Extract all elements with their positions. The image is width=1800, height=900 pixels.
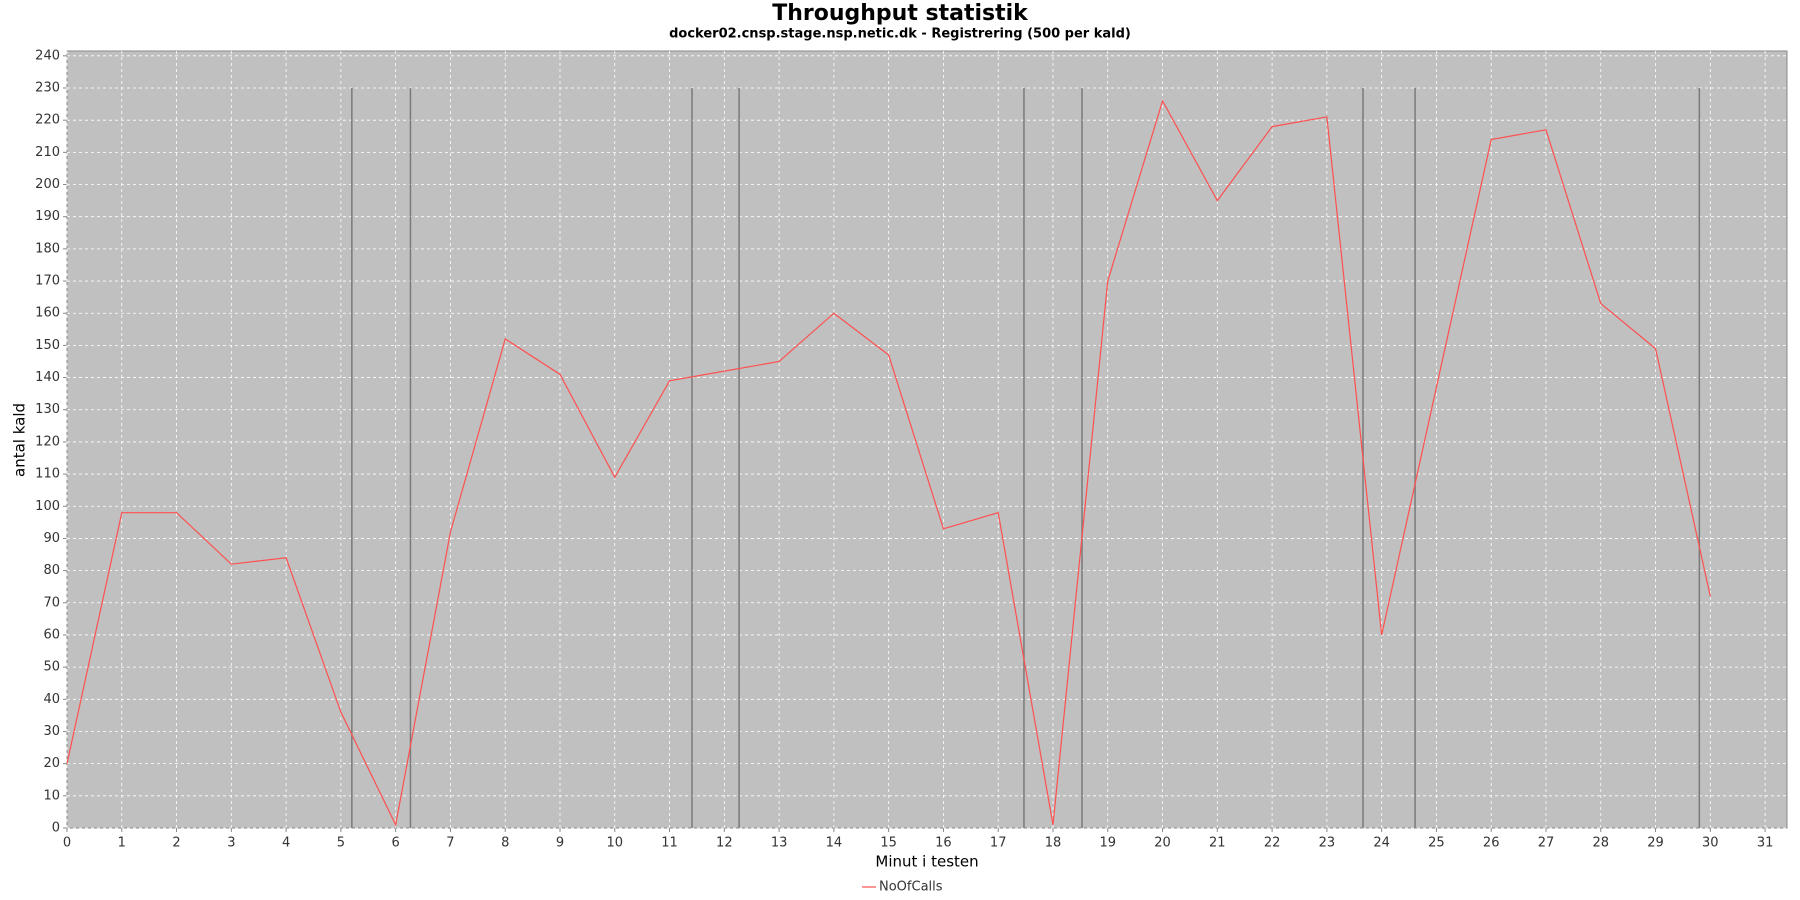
- y-tick-label: 150: [35, 338, 60, 353]
- x-tick-label: 11: [661, 836, 678, 851]
- y-tick-label: 140: [35, 370, 60, 385]
- x-tick-label: 4: [282, 836, 290, 851]
- y-tick-label: 10: [43, 788, 60, 803]
- plot-area: [66, 50, 1788, 829]
- x-tick-label: 15: [880, 836, 897, 851]
- x-tick-label: 0: [63, 836, 71, 851]
- x-tick-label: 22: [1264, 836, 1281, 851]
- y-tick-label: 130: [35, 402, 60, 417]
- y-tick-label: 90: [43, 531, 60, 546]
- y-tick-label: 20: [43, 756, 60, 771]
- x-tick-label: 5: [337, 836, 345, 851]
- x-tick-label: 24: [1373, 836, 1390, 851]
- x-tick-label: 27: [1538, 836, 1555, 851]
- x-tick-label: 19: [1099, 836, 1116, 851]
- x-tick-label: 13: [771, 836, 788, 851]
- y-tick-label: 0: [52, 821, 60, 836]
- legend-label: NoOfCalls: [879, 880, 943, 895]
- y-tick-label: 30: [43, 724, 60, 739]
- y-tick-label: 180: [35, 241, 60, 256]
- x-axis-label: Minut i testen: [875, 853, 978, 871]
- x-tick-label: 18: [1045, 836, 1062, 851]
- y-tick-label: 190: [35, 209, 60, 224]
- x-tick-label: 30: [1702, 836, 1719, 851]
- x-tick-label: 2: [172, 836, 180, 851]
- y-tick-label: 40: [43, 692, 60, 707]
- y-tick-label: 220: [35, 113, 60, 128]
- x-tick-label: 14: [826, 836, 843, 851]
- x-tick-label: 16: [935, 836, 952, 851]
- chart-subtitle: docker02.cnsp.stage.nsp.netic.dk - Regis…: [669, 27, 1131, 42]
- x-tick-label: 7: [446, 836, 454, 851]
- x-tick-label: 17: [990, 836, 1007, 851]
- x-tick-label: 1: [118, 836, 126, 851]
- data-line: [66, 99, 1711, 827]
- x-tick-label: 6: [392, 836, 400, 851]
- x-tick-label: 9: [556, 836, 564, 851]
- y-tick-label: 120: [35, 434, 60, 449]
- x-tick-label: 26: [1483, 836, 1500, 851]
- y-tick-label: 80: [43, 563, 60, 578]
- y-tick-label: 230: [35, 81, 60, 96]
- y-tick-label: 240: [35, 48, 60, 63]
- x-tick-label: 28: [1592, 836, 1609, 851]
- x-tick-label: 20: [1154, 836, 1171, 851]
- y-tick-label: 100: [35, 499, 60, 514]
- x-tick-label: 31: [1757, 836, 1774, 851]
- y-tick-label: 50: [43, 660, 60, 675]
- y-tick-label: 170: [35, 274, 60, 289]
- y-tick-label: 110: [35, 467, 60, 482]
- x-tick-label: 3: [227, 836, 235, 851]
- chart-title: Throughput statistik: [772, 1, 1029, 26]
- x-tick-label: 23: [1319, 836, 1336, 851]
- x-tick-label: 21: [1209, 836, 1226, 851]
- y-tick-label: 210: [35, 145, 60, 160]
- x-tick-label: 29: [1647, 836, 1664, 851]
- y-tick-label: 60: [43, 627, 60, 642]
- x-tick-label: 8: [501, 836, 509, 851]
- x-tick-label: 25: [1428, 836, 1445, 851]
- y-tick-label: 160: [35, 306, 60, 321]
- y-tick-label: 200: [35, 177, 60, 192]
- y-axis-label: antal kald: [11, 403, 29, 477]
- x-tick-label: 10: [606, 836, 623, 851]
- y-tick-label: 70: [43, 595, 60, 610]
- x-tick-label: 12: [716, 836, 733, 851]
